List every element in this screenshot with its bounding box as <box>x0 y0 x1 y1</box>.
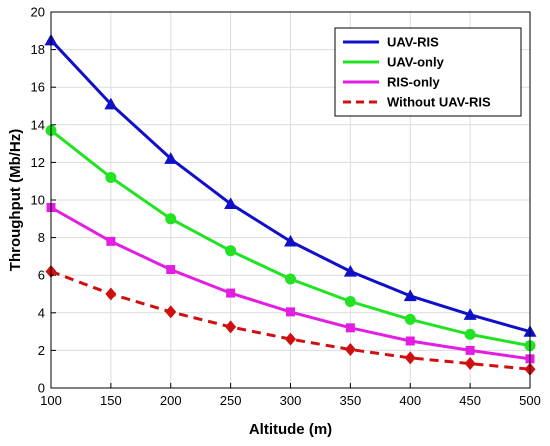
x-tick-label: 250 <box>220 393 242 408</box>
y-tick-label: 12 <box>31 155 45 170</box>
data-point-without-uav-ris <box>464 357 476 371</box>
series-uav-ris <box>44 33 537 337</box>
y-tick-label: 6 <box>38 268 45 283</box>
data-point-uav-only <box>105 171 117 183</box>
data-point-ris-only <box>106 236 116 246</box>
data-point-uav-only <box>285 273 296 285</box>
data-point-uav-ris <box>284 234 297 247</box>
data-point-uav-ris <box>463 308 477 320</box>
data-point-without-uav-ris <box>105 287 117 301</box>
x-tick-label: 400 <box>399 393 421 408</box>
x-axis-label: Altitude (m) <box>249 421 332 438</box>
legend-label-without-uav-ris: Without UAV-RIS <box>387 95 491 110</box>
x-tick-label: 350 <box>340 393 362 408</box>
x-tick-label: 150 <box>100 393 122 408</box>
data-point-uav-ris <box>224 197 238 209</box>
data-point-uav-only <box>165 213 177 225</box>
x-tick-label: 100 <box>40 393 62 408</box>
data-point-ris-only <box>166 265 176 275</box>
legend-label-ris-only: RIS-only <box>387 75 440 90</box>
y-tick-label: 14 <box>31 117 45 132</box>
series-layer <box>44 33 537 376</box>
data-point-uav-ris <box>343 264 357 277</box>
data-point-without-uav-ris <box>404 351 416 365</box>
data-point-uav-only <box>404 313 416 325</box>
legend-label-uav-ris: UAV-RIS <box>387 35 439 50</box>
data-point-without-uav-ris <box>284 332 297 346</box>
data-point-without-uav-ris <box>225 320 237 334</box>
y-tick-label: 20 <box>31 5 45 20</box>
data-point-uav-only <box>344 296 356 308</box>
data-point-uav-only <box>464 328 476 340</box>
series-line-without-uav-ris <box>50 269 531 371</box>
data-point-ris-only <box>465 345 475 355</box>
series-uav-only <box>45 124 536 352</box>
data-point-uav-ris <box>164 152 178 164</box>
data-point-ris-only <box>286 307 295 317</box>
data-point-ris-only <box>345 323 355 333</box>
y-tick-label: 4 <box>38 305 45 320</box>
y-tick-label: 0 <box>38 381 45 396</box>
data-point-uav-only <box>225 245 237 257</box>
x-tick-label: 450 <box>459 393 481 408</box>
y-tick-label: 18 <box>31 42 45 57</box>
series-ris-only <box>46 203 535 364</box>
data-point-uav-ris <box>104 97 118 110</box>
data-point-ris-only <box>405 336 415 346</box>
legend: UAV-RIS UAV-only RIS-only Without UAV-RIS <box>334 27 522 117</box>
y-tick-label: 16 <box>31 80 45 95</box>
x-tick-label: 200 <box>160 393 182 408</box>
x-tick-label: 300 <box>280 393 302 408</box>
y-axis-label: Throughput (Mb/Hz) <box>7 129 24 271</box>
data-point-ris-only <box>226 288 236 298</box>
data-point-without-uav-ris <box>344 342 356 356</box>
axis-ticks: 100 150 200 250 300 350 400 450 500 0 2 4 6 8 10 12 14 16… <box>31 5 541 409</box>
y-tick-label: 10 <box>31 193 45 208</box>
data-point-without-uav-ris <box>165 305 177 319</box>
series-without-uav-ris <box>45 264 536 376</box>
data-point-uav-ris <box>403 289 417 302</box>
legend-label-uav-only: UAV-only <box>387 55 445 70</box>
y-tick-label: 2 <box>38 343 45 358</box>
y-tick-label: 8 <box>38 230 45 245</box>
x-tick-label: 500 <box>519 393 541 408</box>
